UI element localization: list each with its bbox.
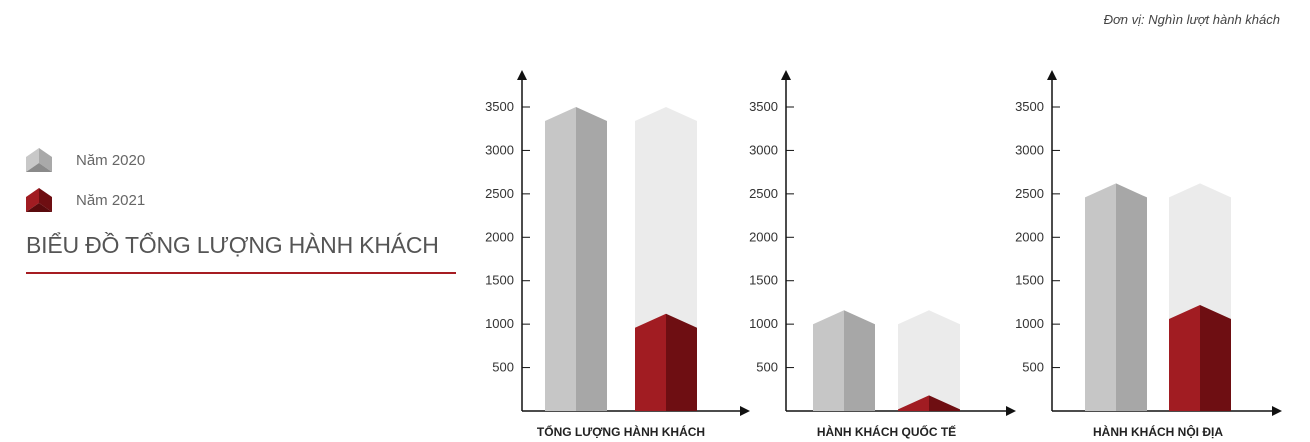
- y-tick-label: 1000: [485, 316, 514, 331]
- red-cube-icon: [26, 188, 52, 212]
- bar-2020-ghost: [898, 310, 960, 411]
- y-tick-label: 1500: [749, 273, 778, 288]
- gray-cube-icon: [26, 148, 52, 172]
- bar-2020: [545, 107, 607, 411]
- bar-2020-side: [576, 107, 607, 411]
- y-tick-label: 2000: [1015, 229, 1044, 244]
- bar-2021-front: [635, 313, 666, 411]
- bar-2021: [1169, 305, 1231, 411]
- y-tick-label: 3000: [749, 142, 778, 157]
- y-tick-label: 1500: [485, 273, 514, 288]
- bar-2020: [813, 310, 875, 411]
- x-axis-arrow: [740, 406, 750, 416]
- bar-2021-front: [1169, 305, 1200, 411]
- bar-2020-ghost-front: [898, 310, 929, 411]
- legend-item-2020: Năm 2020: [24, 140, 145, 180]
- y-tick-label: 1000: [749, 316, 778, 331]
- y-tick-label: 2000: [749, 229, 778, 244]
- x-axis-arrow: [1272, 406, 1282, 416]
- legend-label-2021: Năm 2021: [76, 191, 146, 209]
- y-tick-label: 2000: [485, 229, 514, 244]
- bar-2021: [898, 395, 960, 411]
- legend: Năm 2020 Năm 2021: [24, 140, 145, 220]
- y-tick-label: 500: [492, 360, 514, 375]
- y-axis-arrow: [1047, 70, 1057, 80]
- bar-2020-front: [545, 107, 576, 411]
- bar-2021-front: [898, 395, 929, 411]
- bar-2021-side: [929, 395, 960, 411]
- category-label: HÀNH KHÁCH NỘI ĐỊA: [1093, 424, 1223, 439]
- y-tick-label: 3500: [1015, 99, 1044, 114]
- bar-2021: [635, 313, 697, 411]
- category-label: TỔNG LƯỢNG HÀNH KHÁCH: [537, 424, 705, 439]
- y-tick-label: 500: [1022, 360, 1044, 375]
- bar-2020: [1085, 183, 1147, 411]
- y-tick-label: 1500: [1015, 273, 1044, 288]
- y-tick-label: 500: [756, 360, 778, 375]
- y-axis-arrow: [517, 70, 527, 80]
- legend-label-2020: Năm 2020: [76, 151, 146, 169]
- bar-2020-side: [844, 310, 875, 411]
- title-underline: [26, 272, 456, 274]
- bar-2020-front: [813, 310, 844, 411]
- y-tick-label: 3000: [485, 142, 514, 157]
- chart-title: BIỂU ĐỒ TỔNG LƯỢNG HÀNH KHÁCH: [26, 232, 439, 258]
- legend-item-2021: Năm 2021: [24, 180, 145, 220]
- bar-2020-ghost-side: [929, 310, 960, 411]
- bar-2021-side: [1200, 305, 1231, 411]
- y-tick-label: 2500: [485, 186, 514, 201]
- unit-note: Đơn vị: Nghìn lượt hành khách: [1103, 12, 1280, 27]
- y-tick-label: 2500: [1015, 186, 1044, 201]
- category-label: HÀNH KHÁCH QUỐC TẾ: [817, 424, 956, 439]
- y-tick-label: 3000: [1015, 142, 1044, 157]
- bar-2020-side: [1116, 183, 1147, 411]
- bar-2021-side: [666, 313, 697, 411]
- y-tick-label: 3500: [485, 99, 514, 114]
- x-axis-arrow: [1006, 406, 1016, 416]
- y-tick-label: 1000: [1015, 316, 1044, 331]
- y-tick-label: 3500: [749, 99, 778, 114]
- y-axis-arrow: [781, 70, 791, 80]
- bar-2020-front: [1085, 183, 1116, 411]
- y-tick-label: 2500: [749, 186, 778, 201]
